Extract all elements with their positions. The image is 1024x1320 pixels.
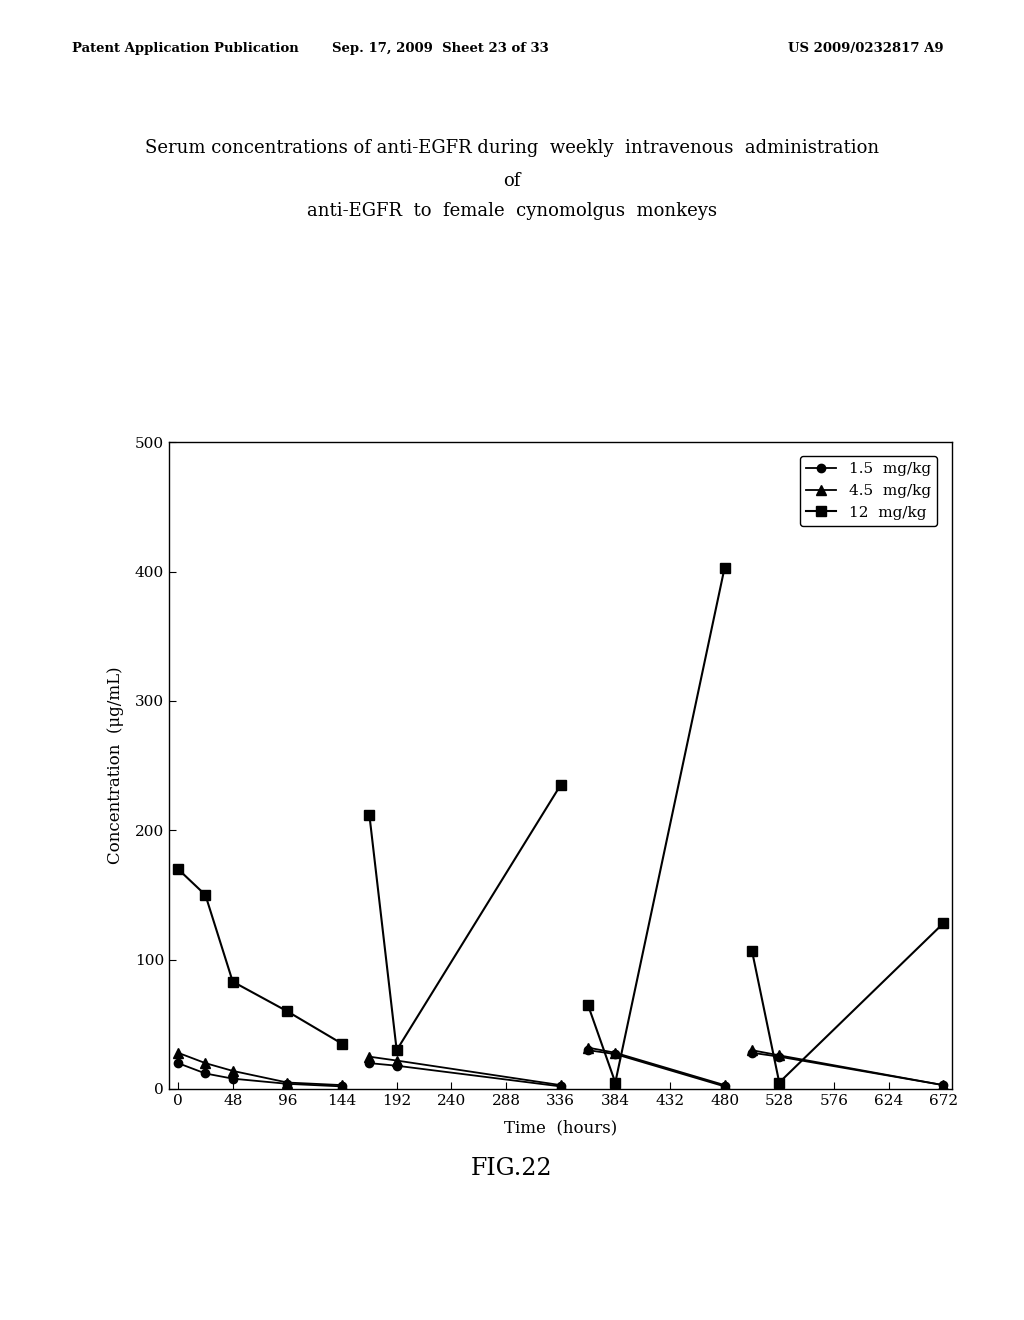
4.5  mg/kg	[282, 1074, 294, 1090]
1.5  mg/kg	[336, 1078, 348, 1094]
12  mg/kg	[172, 861, 184, 876]
12  mg/kg	[282, 1003, 294, 1019]
Line: 4.5  mg/kg: 4.5 mg/kg	[173, 1048, 347, 1090]
Text: Patent Application Publication: Patent Application Publication	[72, 42, 298, 55]
Text: FIG.22: FIG.22	[471, 1156, 553, 1180]
Legend: 1.5  mg/kg, 4.5  mg/kg, 12  mg/kg: 1.5 mg/kg, 4.5 mg/kg, 12 mg/kg	[800, 457, 937, 525]
4.5  mg/kg	[172, 1045, 184, 1061]
Line: 1.5  mg/kg: 1.5 mg/kg	[174, 1059, 346, 1090]
Text: Serum concentrations of anti-EGFR during  weekly  intravenous  administration: Serum concentrations of anti-EGFR during…	[145, 139, 879, 157]
Text: Sep. 17, 2009  Sheet 23 of 33: Sep. 17, 2009 Sheet 23 of 33	[332, 42, 549, 55]
4.5  mg/kg	[336, 1077, 348, 1093]
1.5  mg/kg	[172, 1055, 184, 1071]
1.5  mg/kg	[226, 1071, 239, 1086]
Text: US 2009/0232817 A9: US 2009/0232817 A9	[788, 42, 944, 55]
Y-axis label: Concentration  (μg/mL): Concentration (μg/mL)	[106, 667, 124, 865]
12  mg/kg	[336, 1036, 348, 1052]
12  mg/kg	[200, 887, 212, 903]
Text: of: of	[504, 172, 520, 190]
1.5  mg/kg	[282, 1076, 294, 1092]
4.5  mg/kg	[200, 1055, 212, 1071]
1.5  mg/kg	[200, 1065, 212, 1081]
Line: 12  mg/kg: 12 mg/kg	[173, 865, 347, 1048]
4.5  mg/kg	[226, 1063, 239, 1078]
X-axis label: Time  (hours): Time (hours)	[504, 1119, 617, 1137]
12  mg/kg	[226, 974, 239, 990]
Text: anti-EGFR  to  female  cynomolgus  monkeys: anti-EGFR to female cynomolgus monkeys	[307, 202, 717, 220]
